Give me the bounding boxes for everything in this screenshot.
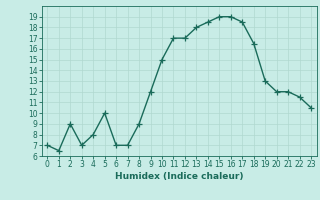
X-axis label: Humidex (Indice chaleur): Humidex (Indice chaleur)	[115, 172, 244, 181]
